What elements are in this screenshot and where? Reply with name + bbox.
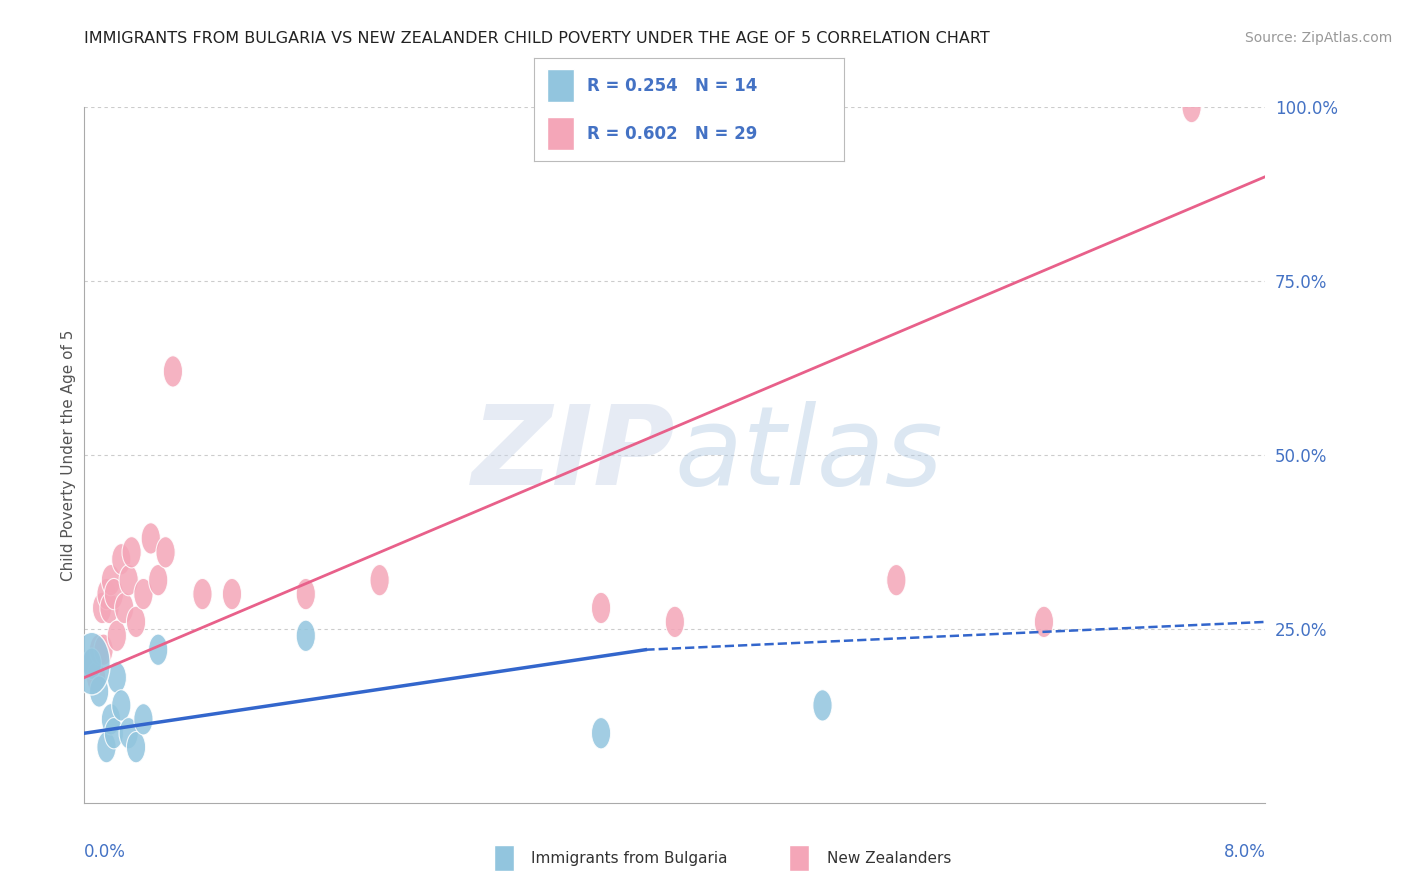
Text: 8.0%: 8.0% (1223, 843, 1265, 861)
Text: Immigrants from Bulgaria: Immigrants from Bulgaria (531, 851, 728, 865)
Ellipse shape (370, 565, 389, 596)
Ellipse shape (97, 578, 117, 610)
Ellipse shape (592, 592, 610, 624)
Ellipse shape (97, 731, 117, 763)
Ellipse shape (887, 565, 905, 596)
Ellipse shape (122, 537, 141, 568)
Text: IMMIGRANTS FROM BULGARIA VS NEW ZEALANDER CHILD POVERTY UNDER THE AGE OF 5 CORRE: IMMIGRANTS FROM BULGARIA VS NEW ZEALANDE… (84, 31, 990, 46)
Ellipse shape (93, 592, 111, 624)
Ellipse shape (115, 592, 134, 624)
Ellipse shape (73, 632, 110, 695)
Ellipse shape (134, 704, 153, 735)
Ellipse shape (149, 565, 167, 596)
Ellipse shape (297, 578, 315, 610)
Ellipse shape (813, 690, 832, 721)
Y-axis label: Child Poverty Under the Age of 5: Child Poverty Under the Age of 5 (60, 329, 76, 581)
Text: ZIP: ZIP (471, 401, 675, 508)
Ellipse shape (111, 543, 131, 575)
FancyBboxPatch shape (547, 70, 575, 102)
FancyBboxPatch shape (547, 118, 575, 150)
Ellipse shape (94, 634, 112, 665)
Ellipse shape (665, 607, 685, 638)
Ellipse shape (82, 648, 101, 680)
Ellipse shape (120, 565, 138, 596)
Ellipse shape (592, 717, 610, 749)
Ellipse shape (101, 704, 121, 735)
Ellipse shape (127, 731, 146, 763)
Ellipse shape (100, 592, 120, 624)
Ellipse shape (101, 565, 121, 596)
Text: R = 0.254   N = 14: R = 0.254 N = 14 (586, 77, 758, 95)
Ellipse shape (1182, 91, 1201, 123)
Ellipse shape (120, 717, 138, 749)
Ellipse shape (90, 634, 108, 665)
Ellipse shape (163, 356, 183, 387)
Ellipse shape (222, 578, 242, 610)
Ellipse shape (87, 662, 105, 693)
Ellipse shape (82, 648, 101, 680)
Ellipse shape (107, 662, 127, 693)
Text: R = 0.602   N = 29: R = 0.602 N = 29 (586, 125, 758, 143)
Text: atlas: atlas (675, 401, 943, 508)
Ellipse shape (156, 537, 176, 568)
Text: New Zealanders: New Zealanders (827, 851, 950, 865)
Ellipse shape (1035, 607, 1053, 638)
Ellipse shape (193, 578, 212, 610)
Ellipse shape (134, 578, 153, 610)
Ellipse shape (141, 523, 160, 554)
Ellipse shape (104, 578, 124, 610)
Ellipse shape (107, 620, 127, 651)
Ellipse shape (149, 634, 167, 665)
Ellipse shape (111, 690, 131, 721)
Text: Source: ZipAtlas.com: Source: ZipAtlas.com (1244, 31, 1392, 45)
Ellipse shape (104, 717, 124, 749)
Ellipse shape (90, 676, 108, 707)
Ellipse shape (127, 607, 146, 638)
Text: 0.0%: 0.0% (84, 843, 127, 861)
Ellipse shape (297, 620, 315, 651)
